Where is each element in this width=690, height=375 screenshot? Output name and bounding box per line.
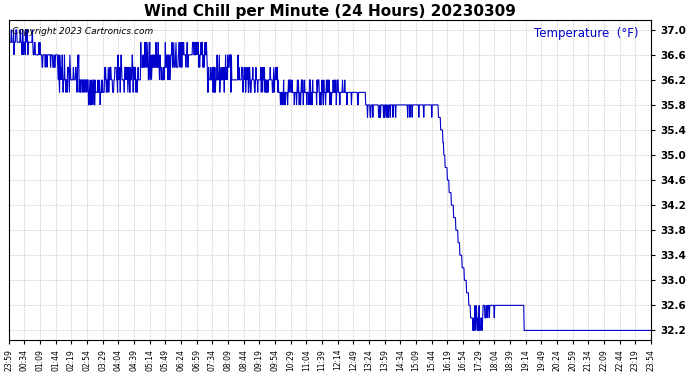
Text: Copyright 2023 Cartronics.com: Copyright 2023 Cartronics.com [12, 27, 153, 36]
Title: Wind Chill per Minute (24 Hours) 20230309: Wind Chill per Minute (24 Hours) 2023030… [144, 4, 515, 19]
Text: Temperature  (°F): Temperature (°F) [533, 27, 638, 40]
